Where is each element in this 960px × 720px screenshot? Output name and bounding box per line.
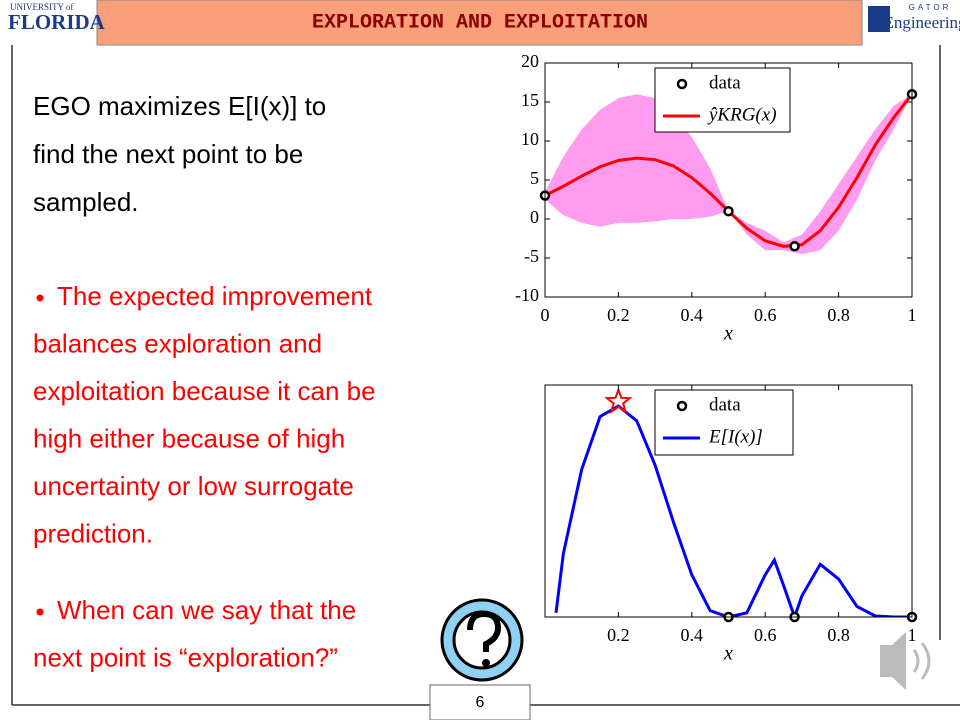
- y-tick-label: 5: [530, 168, 539, 188]
- bullet: [36, 294, 44, 302]
- logo-line: GATOR: [909, 3, 952, 12]
- legend-label: data: [709, 72, 741, 93]
- logo-emblem: [868, 6, 890, 32]
- legend-box: [654, 389, 794, 456]
- legend-symbol: [676, 400, 688, 412]
- bullet: [36, 608, 44, 616]
- intro-line: EGO maximizes E[I(x)] to: [33, 91, 326, 121]
- bullet-line: balances exploration and: [33, 328, 322, 358]
- speaker-icon: [880, 632, 931, 690]
- x-tick-label: 0.4: [681, 625, 704, 645]
- uncertainty-band: [545, 94, 912, 255]
- x-tick-label: 0.2: [607, 305, 630, 325]
- data-point: [789, 241, 800, 252]
- logo-line: UNIVERSITY of: [10, 2, 73, 12]
- bullet-line: The expected improvement: [57, 281, 373, 311]
- x-tick-label: 0.4: [681, 305, 704, 325]
- page-number: 6: [476, 694, 485, 711]
- legend-symbol: [676, 78, 688, 90]
- y-tick-label: -10: [515, 285, 539, 305]
- bullet-line: uncertainty or low surrogate: [33, 471, 354, 501]
- y-tick-label: 15: [521, 90, 539, 110]
- x-tick-label: 1: [908, 305, 917, 325]
- chart: 0.2 0.4 0.6 0.8 1 x data E[I(x)]: [544, 384, 918, 665]
- header-title: EXPLORATION AND EXPLOITATION: [312, 11, 648, 34]
- x-tick-label: 1: [908, 625, 917, 645]
- x-tick-label: 0.6: [754, 625, 777, 645]
- intro-line: find the next point to be: [33, 139, 303, 169]
- y-tick-label: 20: [521, 51, 539, 71]
- bullet-line: When can we say that the: [57, 595, 356, 625]
- data-point: [723, 205, 734, 217]
- y-tick-label: -5: [524, 246, 539, 266]
- bullet-line: high either because of high: [33, 423, 345, 453]
- x-tick-label: 0.8: [827, 625, 850, 645]
- page-number-box: [429, 684, 531, 720]
- y-tick-label: 10: [521, 129, 539, 149]
- legend-label: E[I(x)]: [708, 426, 763, 447]
- star-marker: [604, 386, 633, 414]
- x-tick-label: 0.8: [827, 305, 850, 325]
- y-tick-label: 0: [530, 207, 539, 227]
- x-axis-label: x: [723, 323, 733, 345]
- x-tick-label: 0.6: [754, 305, 777, 325]
- legend-label: ŷKRG(x): [707, 104, 777, 125]
- x-tick-label: 0.2: [607, 625, 630, 645]
- x-tick-label: 0: [541, 305, 550, 325]
- logo-line: Engineering: [883, 13, 960, 32]
- logo-line: FLORIDA: [8, 10, 106, 34]
- bullet-line: next point is “exploration?”: [33, 642, 338, 672]
- x-axis-label: x: [723, 643, 733, 665]
- intro-line: sampled.: [33, 187, 139, 217]
- header-banner: [96, 0, 863, 46]
- chart: 0 0.2 0.4 0.6 0.8 1 -10 -5 0 5 10 15 20 x data ŷKRG(x): [515, 51, 918, 345]
- bullet-line: exploitation because it can be: [33, 376, 376, 406]
- bullet-line: prediction.: [33, 518, 153, 548]
- question-icon: [440, 598, 524, 682]
- axes-box: [544, 384, 913, 618]
- legend-label: data: [709, 394, 741, 415]
- legend-box: [654, 67, 791, 133]
